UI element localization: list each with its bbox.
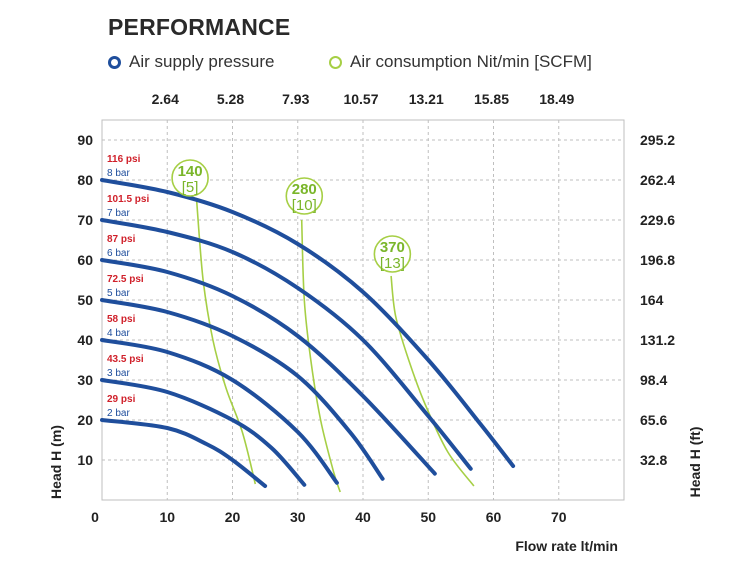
x-tick-label: 50 <box>420 509 436 525</box>
pressure-psi-label: 29 psi <box>107 394 136 405</box>
legend-air-supply: Air supply pressure <box>108 52 275 72</box>
consumption-curve-280 <box>300 219 341 493</box>
pressure-psi-label: 87 psi <box>107 234 136 245</box>
pressure-bar-label: 6 bar <box>107 248 130 259</box>
pressure-curve-6-bar <box>100 258 437 476</box>
x-tick-label: 70 <box>551 509 567 525</box>
y2-tick-label: 196.8 <box>640 252 675 268</box>
pressure-bar-label: 4 bar <box>107 328 130 339</box>
y2-axis-title: Head H (ft) <box>687 427 703 498</box>
pressure-curve-3-bar <box>100 378 307 487</box>
y-axis-title: Head H (m) <box>48 425 64 499</box>
pressure-curve-4-bar <box>100 338 339 485</box>
top-tick-label: 10.57 <box>343 91 378 107</box>
y-tick-label: 30 <box>77 372 93 388</box>
y2-tick-label: 229.6 <box>640 212 675 228</box>
consumption-value-label: 370 <box>380 239 405 256</box>
pressure-curve-2-bar <box>100 418 268 488</box>
y-tick-label: 90 <box>77 132 93 148</box>
green-ring-icon <box>329 55 342 69</box>
x-tick-label: 40 <box>355 509 371 525</box>
x-tick-label: 10 <box>159 509 175 525</box>
blue-ring-icon <box>108 55 121 69</box>
top-tick-label: 7.93 <box>282 91 309 107</box>
y2-tick-label: 32.8 <box>640 452 667 468</box>
consumption-curve-370 <box>390 275 475 487</box>
y-tick-label: 20 <box>77 412 93 428</box>
top-tick-label: 5.28 <box>217 91 244 107</box>
pressure-bar-label: 8 bar <box>107 168 130 179</box>
x-tick-label: 60 <box>486 509 502 525</box>
y2-tick-label: 65.6 <box>640 412 667 428</box>
pressure-bar-label: 5 bar <box>107 288 130 299</box>
y-tick-label: 80 <box>77 172 93 188</box>
pressure-curve-5-bar <box>100 298 385 481</box>
y2-tick-label: 164 <box>640 292 664 308</box>
y-tick-label: 50 <box>77 292 93 308</box>
consumption-curve-140 <box>195 199 257 485</box>
top-tick-label: 15.85 <box>474 91 509 107</box>
top-tick-label: 18.49 <box>539 91 574 107</box>
pressure-psi-label: 43.5 psi <box>107 354 144 365</box>
pressure-bar-label: 7 bar <box>107 208 130 219</box>
consumption-bubble <box>285 177 324 215</box>
consumption-value-label: 140 <box>178 163 203 180</box>
pressure-psi-label: 58 psi <box>107 314 136 325</box>
pressure-psi-label: 116 psi <box>107 154 141 165</box>
legend-air-consumption: Air consumption Nit/min [SCFM] <box>329 52 592 72</box>
legend-air-supply-label: Air supply pressure <box>129 52 275 71</box>
top-tick-label: 2.64 <box>152 91 179 107</box>
consumption-value-label: 280 <box>292 181 317 198</box>
x-tick-label: 20 <box>225 509 241 525</box>
consumption-scfm-label: [13] <box>380 255 405 272</box>
pressure-psi-label: 101.5 psi <box>107 194 149 205</box>
consumption-scfm-label: [5] <box>182 179 199 196</box>
pressure-bar-label: 3 bar <box>107 368 130 379</box>
consumption-bubble <box>373 235 412 273</box>
y-tick-label: 40 <box>77 332 93 348</box>
legend-air-consumption-label: Air consumption Nit/min [SCFM] <box>350 52 592 71</box>
y2-tick-label: 295.2 <box>640 132 675 148</box>
consumption-bubble <box>171 159 209 197</box>
y-tick-label: 10 <box>77 452 93 468</box>
top-tick-label: 13.21 <box>409 91 444 107</box>
y2-tick-label: 131.2 <box>640 332 675 348</box>
x-tick-label: 0 <box>91 509 99 525</box>
page-title: PERFORMANCE <box>108 14 291 40</box>
y-tick-label: 60 <box>77 252 93 268</box>
y2-tick-label: 262.4 <box>640 172 675 188</box>
pressure-curve-7-bar <box>100 218 473 471</box>
x-axis-title: Flow rate lt/min <box>515 538 618 554</box>
y-tick-label: 70 <box>77 212 93 228</box>
consumption-scfm-label: [10] <box>292 197 317 214</box>
y2-tick-label: 98.4 <box>640 372 667 388</box>
pressure-curve-8-bar <box>100 178 516 468</box>
pressure-bar-label: 2 bar <box>107 408 130 419</box>
x-tick-label: 30 <box>290 509 306 525</box>
pressure-psi-label: 72.5 psi <box>107 274 144 285</box>
